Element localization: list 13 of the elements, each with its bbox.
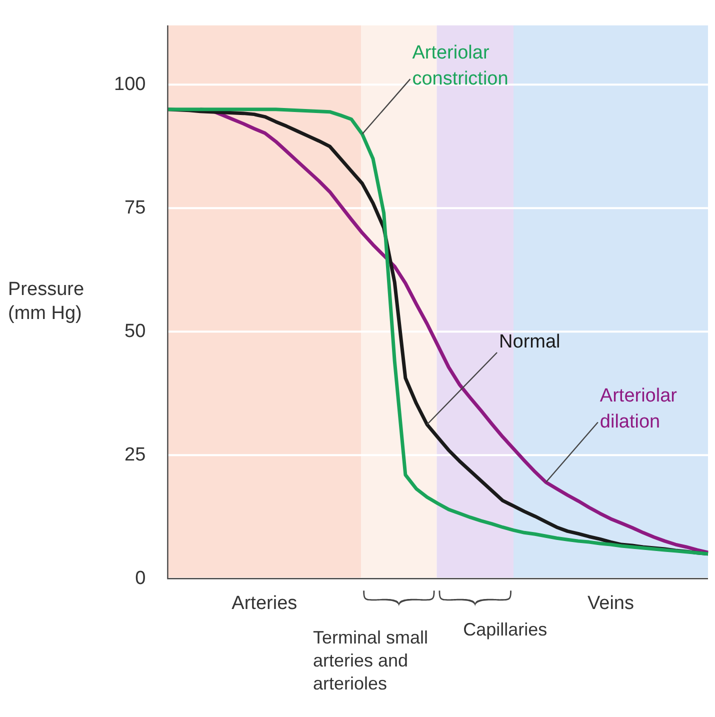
- text: Arteriolar constriction: [412, 42, 508, 90]
- y-tick-label: 50: [124, 320, 146, 342]
- text: Arteries: [232, 592, 298, 614]
- y-tick-label: 100: [114, 74, 146, 95]
- text: Veins: [588, 592, 634, 614]
- y-tick-label: 25: [124, 444, 146, 466]
- y-axis-title: Pressure (mm Hg): [8, 278, 86, 326]
- text: Terminal small arteries and arterioles: [312, 628, 428, 694]
- text: Arteriolar dilation: [600, 386, 678, 433]
- y-tick-label: 75: [124, 197, 146, 218]
- text: Capillaries: [463, 620, 548, 640]
- text: Normal: [499, 332, 560, 353]
- y-tick-label: 0: [135, 568, 146, 589]
